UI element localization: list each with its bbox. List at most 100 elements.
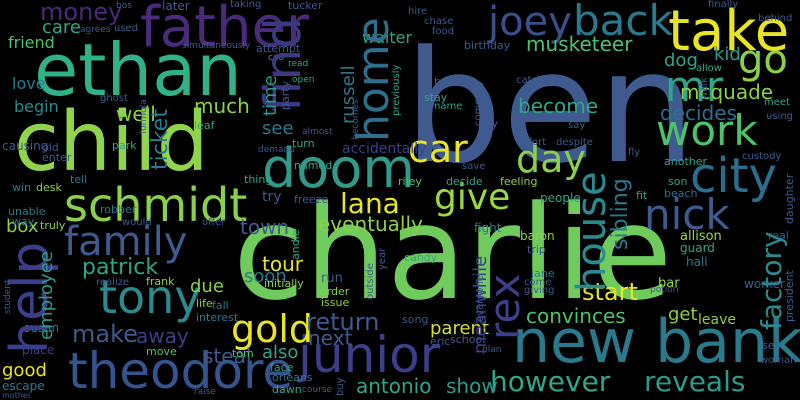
word-ceo: ceo [268, 53, 284, 63]
word-demand: demand [258, 145, 295, 155]
word-name: name [434, 101, 463, 112]
word-order: order [320, 285, 350, 298]
word-read: read [288, 59, 309, 69]
word-baron: baron [520, 229, 555, 243]
word-issue: issue [321, 296, 350, 309]
word-using: using [766, 111, 794, 122]
word-say: say [568, 120, 586, 131]
word-used: used [114, 23, 139, 34]
word-schmidt: schmidt [64, 178, 248, 232]
word-dawn: dawn [272, 383, 302, 396]
word-sell: sell [762, 339, 781, 352]
word-house: house [569, 171, 615, 292]
word-car: car [408, 127, 468, 171]
word-old: old [42, 141, 59, 154]
word-way: way [12, 215, 35, 228]
word-student: student [3, 279, 13, 314]
word-park: park [112, 139, 137, 152]
word-orleans: orleans [272, 371, 313, 384]
word-back: back [573, 0, 673, 45]
word-candy: candy [404, 251, 438, 264]
word-accidentally: accidentally [342, 141, 427, 157]
word-save: save [462, 161, 486, 172]
word-decide: decide [446, 175, 483, 188]
word-attempt: attempt [256, 42, 301, 55]
word-later: later [162, 0, 190, 13]
word-year: year [377, 247, 388, 270]
word-company: company [473, 79, 484, 126]
word-outside: outside [365, 263, 376, 300]
word-trip: trip [527, 243, 546, 256]
word-son: son [668, 175, 688, 188]
word-eventually: eventually [318, 212, 423, 236]
word-charlie: charlie [233, 177, 673, 329]
word-truly: truly [40, 219, 66, 232]
word-junior: junior [298, 326, 441, 384]
word-finally: finally [708, 0, 739, 10]
word-chase: chase [424, 16, 454, 27]
word-also: also [262, 342, 299, 363]
word-riley: riley [398, 175, 422, 188]
word-tour: tour [262, 252, 303, 276]
word-woman: woman [760, 355, 797, 366]
word-leaf: leaf [194, 119, 215, 132]
word-away: away [136, 324, 189, 348]
word-eric: eric [430, 335, 451, 348]
word-robber: robber [100, 203, 137, 216]
word-formula: formula [139, 99, 149, 134]
word-bos: bos [116, 1, 132, 11]
word-despite: despite [556, 137, 593, 148]
word-song: song [402, 313, 429, 326]
word-come: come [524, 277, 552, 288]
word-show: show [446, 374, 498, 398]
word-unable: unable [8, 205, 46, 218]
word-mr: mr [665, 62, 724, 111]
word-father: father [140, 0, 309, 60]
word-see: see [262, 118, 294, 139]
word-pay: pay [478, 117, 499, 130]
word-move: move [146, 345, 177, 358]
word-plan: plan [482, 345, 502, 355]
word-effort: effort [519, 137, 547, 148]
word-offer: offer [202, 217, 226, 228]
word-face: face [270, 361, 294, 374]
word-susan: susan [24, 321, 60, 335]
word-named: named [294, 159, 333, 172]
word-catch: catch [516, 75, 544, 86]
word-desk: desk [36, 181, 62, 194]
word-food: food [432, 26, 455, 37]
word-course: course [302, 385, 333, 395]
word-freeze: freeze [294, 193, 329, 206]
word-parent: parent [430, 318, 490, 339]
word-escape: escape [2, 379, 45, 393]
word-patrick: patrick [82, 255, 159, 280]
word-dog: dog [664, 50, 698, 71]
word-birthday: birthday [464, 39, 511, 52]
word-bar: bar [658, 276, 680, 291]
word-potion: potion [650, 285, 679, 295]
word-daughter: daughter [783, 173, 796, 224]
word-feeling: feeling [500, 175, 538, 188]
word-however: however [490, 365, 611, 398]
word-interest: interest [196, 311, 239, 324]
word-giving: giving [524, 285, 555, 296]
word-sibling: sibling [608, 178, 633, 250]
word-custody: custody [742, 151, 782, 162]
word-open: open [292, 75, 315, 85]
word-help: give [434, 177, 511, 218]
word-doom: doom [262, 137, 415, 200]
word-return: return [306, 308, 380, 336]
word-frank: frank [146, 275, 175, 288]
word-tony: tony [99, 270, 202, 324]
word-good: good [2, 360, 47, 381]
word-nick: nick [644, 190, 730, 239]
word-causing: causing [2, 139, 49, 153]
word-town: town [240, 215, 290, 239]
word-realize: realize [96, 277, 130, 288]
word-work: work [656, 106, 758, 155]
word-tom: tom [232, 347, 254, 360]
word-real: real [768, 229, 789, 242]
word-hall: hall [686, 255, 708, 269]
word-kid: kid [714, 44, 741, 65]
word-guard: guard [680, 241, 715, 255]
